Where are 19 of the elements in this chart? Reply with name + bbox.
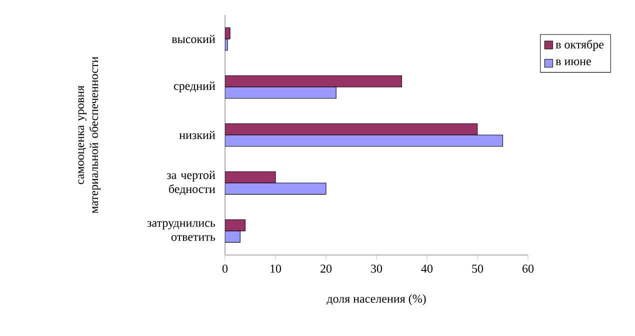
x-axis-title: доля населения (%)	[326, 294, 426, 306]
bar	[225, 86, 336, 99]
x-tick-label: 30	[371, 264, 382, 273]
y-tick-label: высокий	[172, 34, 216, 44]
x-tick-label: 0	[222, 264, 228, 273]
x-tick-label: 50	[472, 264, 484, 273]
y-tick-label: затруднились ответить	[147, 221, 216, 241]
x-tick-label: 10	[270, 264, 282, 273]
x-tick-label: 20	[320, 264, 332, 273]
bar	[225, 134, 504, 147]
y-axis-title: самооценка уровня материальной обеспеченности	[78, 56, 100, 214]
legend-label: в июне	[556, 60, 591, 66]
legend-label: в октябре	[556, 40, 604, 51]
y-tick-label: за чертой бедности	[166, 170, 216, 196]
x-tick-label: 60	[522, 264, 534, 273]
x-tick-label: 40	[421, 264, 433, 273]
bar	[225, 182, 326, 195]
y-tick-label: средний	[174, 82, 216, 92]
y-tick-label: низкий	[179, 130, 216, 140]
